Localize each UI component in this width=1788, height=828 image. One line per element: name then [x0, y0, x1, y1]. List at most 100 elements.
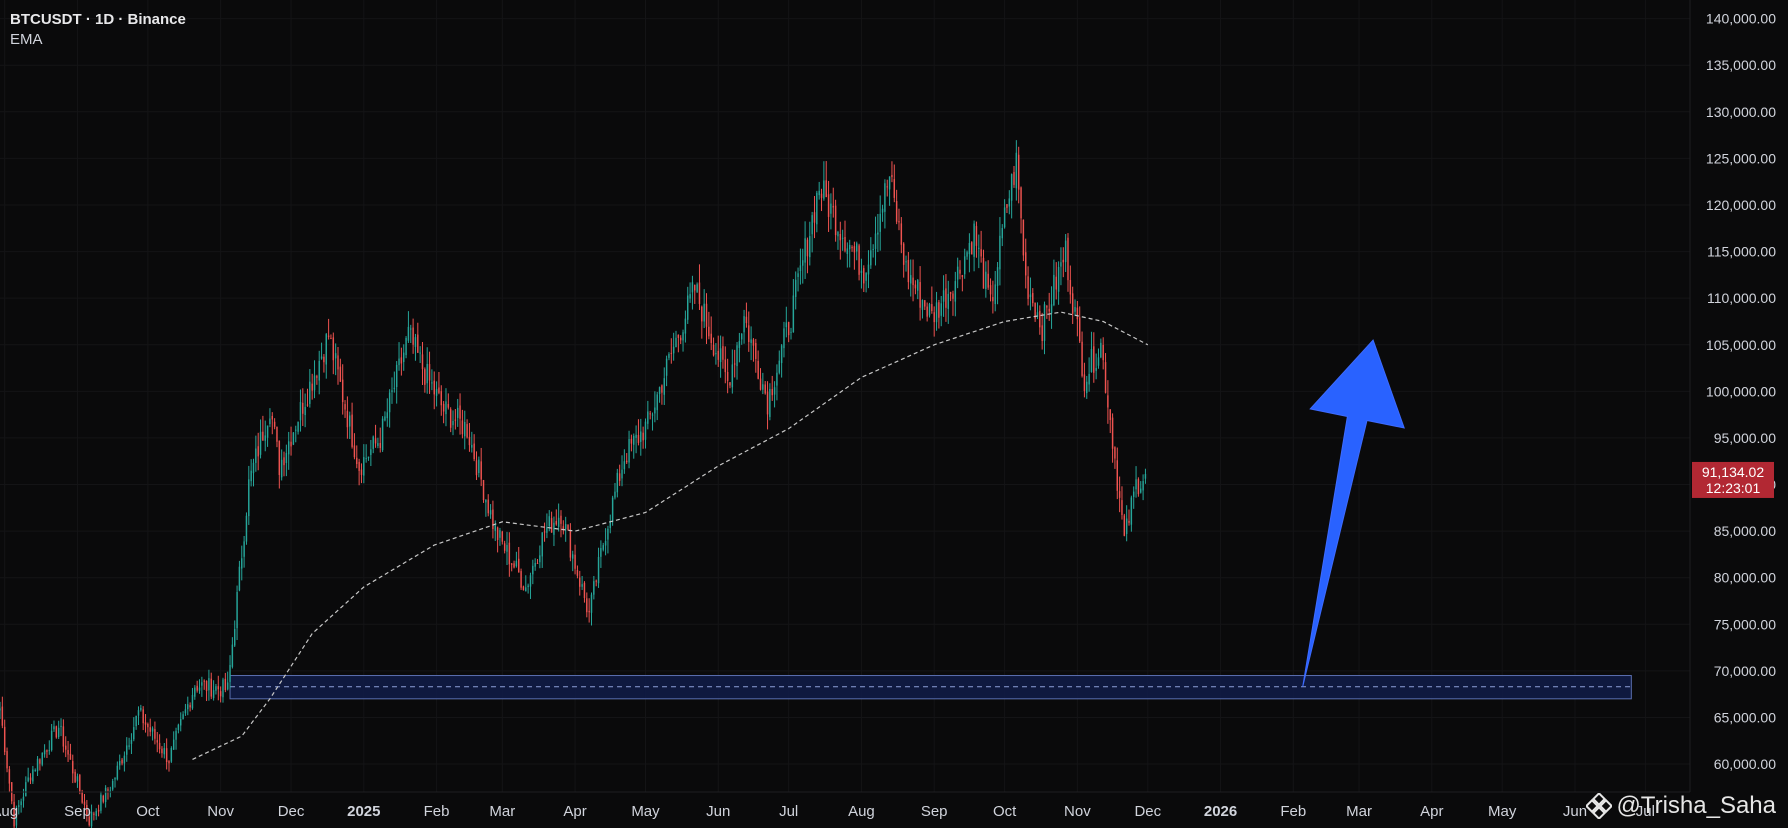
candle-body [212, 690, 215, 699]
candle-body [325, 334, 327, 365]
candle-body [661, 385, 663, 393]
candle-body [461, 420, 464, 435]
candle-body [827, 194, 830, 217]
time-axis[interactable]: Aug Sep Oct Nov Dec 2025 Feb Mar Apr May Jun Jul Aug… [0, 791, 1690, 820]
candle-body [330, 338, 332, 340]
candle-body [1039, 310, 1041, 328]
candle-body [424, 369, 426, 385]
candle-body [856, 243, 858, 252]
candle-body [844, 236, 846, 251]
candle-body [733, 363, 736, 365]
candle-body [600, 548, 602, 557]
time-tick-label: Apr [1420, 803, 1443, 820]
candle-body [609, 521, 612, 529]
candle-body [1118, 491, 1121, 498]
candle-body [74, 771, 76, 783]
candle-body [269, 418, 271, 425]
candle-body [102, 795, 105, 802]
symbol-title[interactable]: BTCUSDT · 1D · Binance [10, 11, 186, 28]
candle-body [1088, 373, 1090, 385]
candle-body [398, 358, 400, 366]
candle-body [201, 682, 203, 686]
candle-body [182, 714, 184, 720]
candle-body [142, 709, 144, 724]
candle-body [546, 527, 548, 533]
candle-body [1046, 306, 1048, 308]
candle-body [1015, 152, 1018, 189]
time-tick-label: May [1488, 803, 1517, 820]
candle-body [550, 518, 553, 533]
candle-body [363, 457, 365, 476]
candle-body [41, 752, 43, 765]
candle-body [224, 678, 227, 691]
candle-body [548, 516, 550, 527]
candle-body [252, 462, 255, 474]
candle-body [1055, 276, 1057, 290]
candle-body [346, 410, 349, 428]
candle-body [494, 525, 496, 531]
candle-body [273, 421, 276, 427]
candle-body [630, 438, 633, 444]
candle-body [769, 388, 771, 417]
candle-body [527, 585, 529, 587]
candle-body [593, 581, 595, 595]
candle-body [1053, 274, 1055, 306]
candle-body [696, 284, 698, 292]
candle-body [813, 212, 816, 223]
candle-body [374, 438, 377, 444]
candle-body [841, 237, 844, 239]
candle-body [8, 769, 11, 784]
candle-body [1074, 307, 1076, 312]
candle-body [285, 453, 288, 464]
candle-body [574, 554, 576, 569]
candle-body [421, 354, 424, 370]
candle-body [621, 469, 623, 479]
candle-body [438, 387, 440, 393]
candle-body [217, 686, 220, 690]
candle-body [971, 242, 973, 255]
binance-diamond-icon [1586, 793, 1613, 819]
candle-body [712, 344, 715, 356]
candle-body [259, 431, 262, 455]
candle-body [154, 729, 156, 739]
candle-body [764, 384, 766, 394]
support-zone[interactable] [229, 675, 1632, 700]
candle-body [1125, 518, 1128, 534]
candle-body [635, 434, 637, 438]
candle-body [344, 404, 346, 410]
candle-body [919, 282, 921, 308]
candle-body [15, 807, 18, 826]
candle-body [107, 789, 109, 791]
candle-body [614, 491, 616, 498]
price-axis[interactable]: 60,000.00 65,000.00 70,000.00 75,000.00 80,0… [1689, 0, 1776, 792]
candle-body [532, 565, 534, 575]
candle-body [973, 223, 975, 257]
candle-body [482, 480, 485, 501]
candle-body [1111, 417, 1114, 449]
candle-body [128, 745, 130, 747]
watermark-text: @Trisha_Saha [1616, 792, 1776, 819]
candle-body [644, 421, 647, 440]
up-arrow-drawing[interactable] [1302, 339, 1405, 687]
candle-body [187, 704, 189, 710]
candle-body [81, 791, 83, 803]
candle-body [386, 412, 389, 419]
candle-body [820, 193, 823, 198]
candle-body [360, 469, 363, 475]
candle-body [287, 441, 290, 455]
candle-body [503, 543, 506, 551]
candle-body [607, 528, 609, 540]
candle-body [755, 343, 757, 359]
candle-body [1086, 381, 1088, 394]
candle-body [111, 781, 114, 790]
candle-body [785, 322, 788, 328]
candle-body [243, 541, 245, 557]
candle-body [97, 809, 100, 812]
candle-body [489, 510, 492, 515]
candle-body [1064, 240, 1067, 263]
indicator-label[interactable]: EMA [10, 31, 43, 48]
candle-body [1083, 374, 1086, 392]
ema-line [192, 311, 1149, 760]
candle-body [912, 277, 914, 286]
